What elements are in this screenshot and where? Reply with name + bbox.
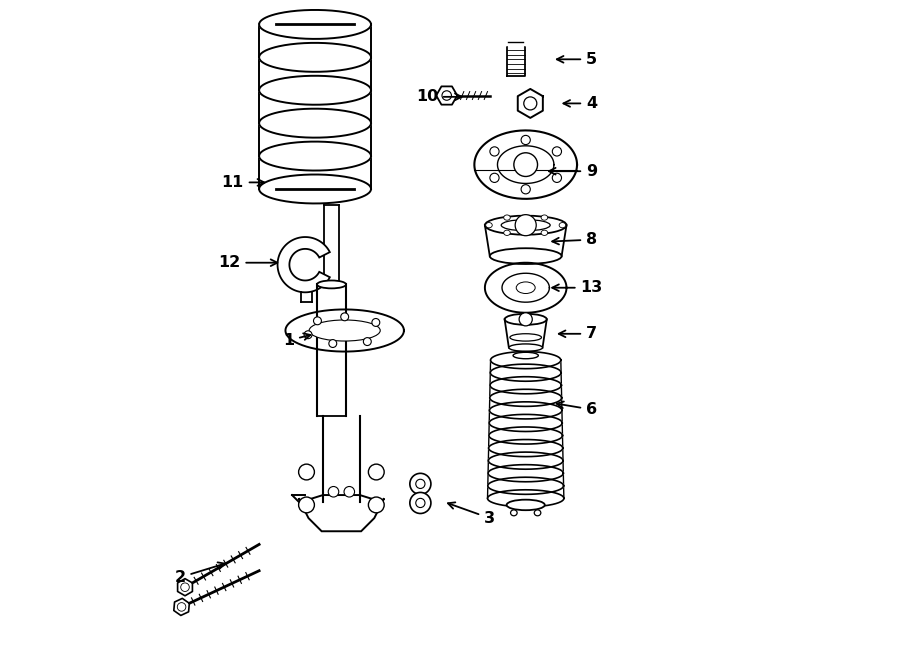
Polygon shape [485,262,566,313]
Circle shape [181,583,189,592]
Circle shape [521,184,530,194]
Text: 7: 7 [559,327,597,341]
Circle shape [368,464,384,480]
Polygon shape [505,319,547,348]
Circle shape [341,313,348,321]
Text: 9: 9 [549,164,597,178]
Polygon shape [474,130,577,199]
Ellipse shape [501,219,550,231]
Ellipse shape [504,230,510,235]
Ellipse shape [309,320,380,341]
Polygon shape [489,427,562,444]
Polygon shape [489,440,562,457]
Ellipse shape [505,314,547,325]
Polygon shape [507,48,525,77]
Ellipse shape [504,215,510,220]
Polygon shape [518,89,543,118]
Polygon shape [317,284,346,416]
Circle shape [490,147,500,156]
Circle shape [553,173,562,182]
Ellipse shape [510,510,518,516]
Polygon shape [491,352,561,369]
Ellipse shape [317,280,346,288]
Text: 1: 1 [284,333,310,348]
Circle shape [372,319,380,327]
Text: 11: 11 [221,175,265,190]
Polygon shape [177,578,193,596]
Polygon shape [491,364,561,381]
Text: 4: 4 [563,96,597,111]
Polygon shape [299,495,384,531]
Text: 12: 12 [219,255,277,270]
Circle shape [344,486,355,497]
Polygon shape [508,42,523,48]
Ellipse shape [485,215,566,235]
Polygon shape [259,76,371,104]
Ellipse shape [535,510,541,516]
Circle shape [364,338,372,346]
Polygon shape [259,43,371,72]
Polygon shape [485,225,566,256]
Circle shape [410,492,431,514]
Circle shape [416,479,425,488]
Ellipse shape [541,215,548,220]
Ellipse shape [486,223,492,228]
Circle shape [304,330,312,338]
Circle shape [177,603,185,611]
Text: 8: 8 [553,232,597,247]
Ellipse shape [508,344,543,351]
Text: 5: 5 [557,52,597,67]
Polygon shape [259,175,371,204]
Polygon shape [490,414,562,432]
Text: 3: 3 [448,502,495,525]
Circle shape [442,91,452,100]
Polygon shape [488,490,564,507]
Circle shape [299,464,314,480]
Ellipse shape [559,223,566,228]
Ellipse shape [517,282,535,293]
Polygon shape [285,309,404,352]
Circle shape [313,317,321,325]
Circle shape [515,215,536,236]
Text: 10: 10 [416,89,462,104]
Polygon shape [436,87,457,104]
Polygon shape [259,141,371,171]
Text: 13: 13 [553,280,603,295]
Circle shape [368,497,384,513]
Ellipse shape [541,230,548,235]
Circle shape [524,97,536,110]
Polygon shape [490,377,562,394]
Circle shape [416,498,425,508]
Text: 2: 2 [175,563,225,585]
Polygon shape [502,273,549,302]
Text: 6: 6 [557,401,597,417]
Ellipse shape [513,352,538,359]
Polygon shape [259,10,371,39]
Polygon shape [498,146,554,184]
Circle shape [514,153,537,176]
Polygon shape [488,465,563,482]
Ellipse shape [490,249,562,264]
Circle shape [519,313,532,326]
Circle shape [553,147,562,156]
Circle shape [328,486,338,497]
Circle shape [299,497,314,513]
Circle shape [410,473,431,494]
Ellipse shape [507,500,544,510]
Ellipse shape [510,334,542,341]
Polygon shape [488,477,563,494]
Polygon shape [277,237,329,292]
Circle shape [490,173,500,182]
Polygon shape [489,452,563,469]
Polygon shape [490,402,562,419]
Polygon shape [259,108,371,137]
Polygon shape [174,598,189,615]
Circle shape [328,340,337,348]
Polygon shape [323,416,360,522]
Polygon shape [490,389,562,407]
Polygon shape [324,206,339,284]
Circle shape [521,136,530,145]
